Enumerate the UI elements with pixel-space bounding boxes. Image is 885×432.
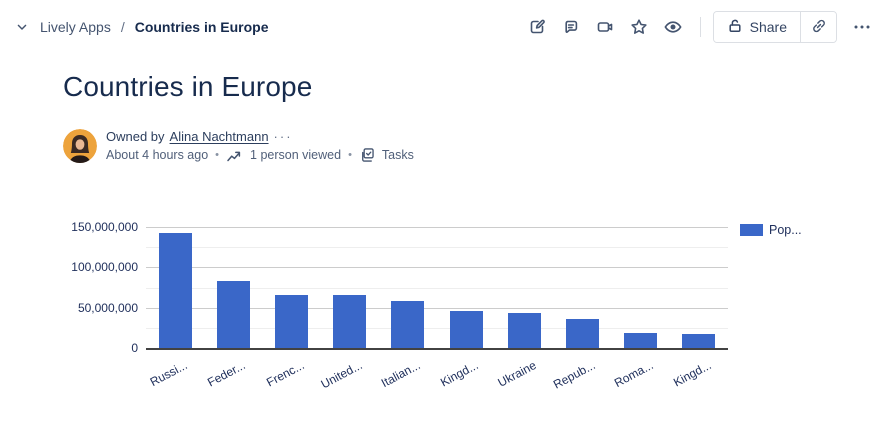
byline: Owned by Alina Nachtmann ··· About 4 hou… — [63, 129, 414, 163]
tasks-icon — [359, 147, 375, 163]
eye-icon — [663, 17, 683, 37]
last-updated-text[interactable]: About 4 hours ago — [106, 148, 209, 162]
comment-button[interactable] — [556, 12, 586, 42]
page-header: Lively Apps / Countries in Europe — [0, 0, 885, 54]
share-button-label: Share — [749, 19, 787, 35]
legend-label: Pop... — [769, 223, 802, 237]
chart-bar[interactable] — [158, 232, 192, 348]
major-gridline — [146, 267, 728, 269]
share-button-group: Share — [712, 11, 837, 43]
star-icon — [629, 17, 649, 37]
minor-gridline — [146, 247, 728, 249]
breadcrumb-current[interactable]: Countries in Europe — [134, 19, 269, 35]
y-axis-tick-label: 100,000,000 — [71, 260, 138, 275]
video-camera-icon — [595, 17, 615, 37]
major-gridline — [146, 307, 728, 309]
chart-bar[interactable] — [275, 294, 308, 348]
meta-dot: • — [348, 149, 352, 161]
population-chart[interactable]: 0 50,000,000 100,000,000 150,000,000 Russi..… — [0, 210, 885, 410]
chevron-down-icon[interactable] — [12, 17, 32, 37]
breadcrumb-separator: / — [120, 19, 125, 35]
chart-bar[interactable] — [449, 310, 483, 348]
owner-name-link[interactable]: Alina Nachtmann — [169, 129, 269, 144]
minor-gridline — [146, 327, 728, 329]
owned-by-label: Owned by — [106, 129, 165, 144]
chart-bar[interactable] — [216, 281, 250, 348]
chart-bar[interactable] — [333, 294, 367, 348]
unlock-icon — [727, 18, 743, 37]
copy-link-button[interactable] — [800, 12, 836, 42]
y-axis-tick-label: 0 — [131, 341, 138, 355]
y-axis-tick-label: 50,000,000 — [77, 300, 138, 315]
edit-icon — [527, 17, 547, 37]
people-viewed-text[interactable]: 1 person viewed — [250, 148, 342, 162]
breadcrumb-parent[interactable]: Lively Apps — [40, 19, 111, 35]
video-button[interactable] — [590, 12, 620, 42]
edit-button[interactable] — [522, 12, 552, 42]
legend-swatch — [740, 224, 763, 236]
tasks-link[interactable]: Tasks — [381, 148, 414, 162]
chart-bar[interactable] — [391, 300, 425, 348]
ellipsis-icon — [852, 17, 872, 37]
chart-bar[interactable] — [507, 312, 541, 348]
major-gridline — [146, 227, 728, 228]
chart-bar[interactable] — [566, 318, 599, 348]
chart-legend: Pop... — [740, 223, 802, 237]
chart-bar[interactable] — [624, 332, 658, 348]
toolbar-divider — [699, 17, 701, 37]
more-actions-button[interactable] — [847, 12, 877, 42]
share-button[interactable]: Share — [713, 12, 800, 42]
star-button[interactable] — [624, 12, 654, 42]
page-actions: Share — [522, 11, 877, 43]
owner-line: Owned by Alina Nachtmann ··· — [106, 129, 414, 144]
trend-up-icon — [226, 148, 243, 163]
x-axis-baseline — [146, 348, 728, 350]
link-icon — [810, 17, 828, 38]
minor-gridline — [146, 287, 728, 289]
y-axis-tick-label: 150,000,000 — [71, 220, 138, 234]
comment-icon — [561, 17, 581, 37]
meta-line: About 4 hours ago • 1 person viewed • Ta… — [106, 147, 414, 163]
owner-more-button[interactable]: ··· — [273, 129, 293, 144]
chart-bar[interactable] — [682, 334, 716, 348]
breadcrumb: Lively Apps / Countries in Europe — [12, 17, 269, 37]
owner-avatar[interactable] — [63, 129, 97, 163]
watch-button[interactable] — [658, 12, 688, 42]
page-title: Countries in Europe — [63, 71, 313, 102]
meta-dot: • — [215, 149, 220, 161]
